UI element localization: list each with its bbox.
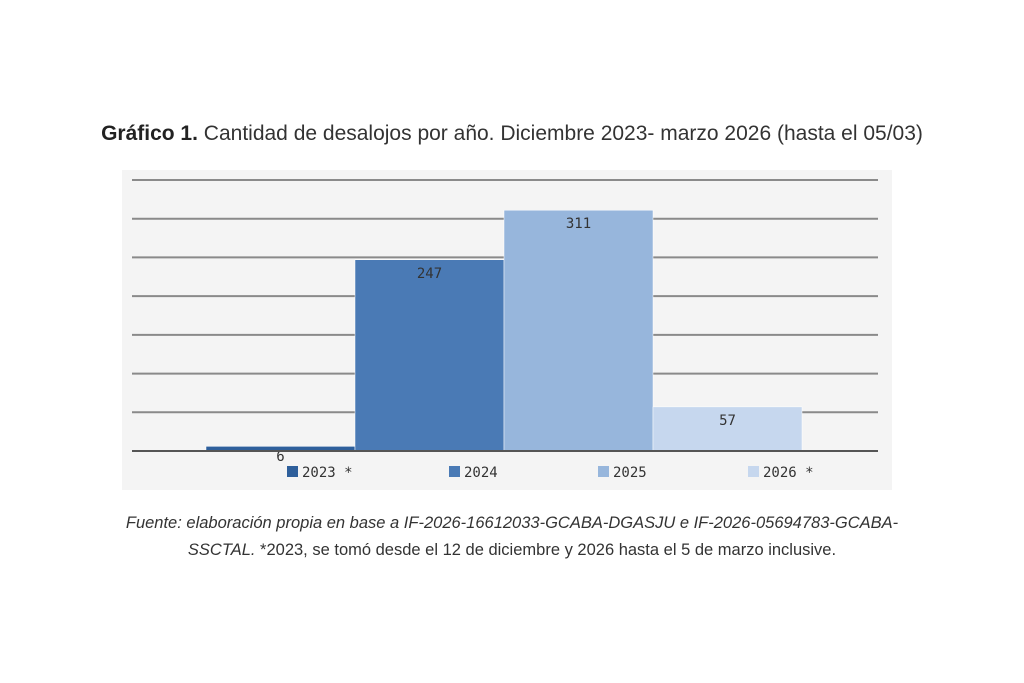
legend-swatch	[287, 466, 298, 477]
source-line-1: Fuente: elaboración propia en base a IF-…	[125, 514, 899, 532]
data-label: 247	[417, 266, 442, 282]
source-line-2-italic: SSCTAL.	[187, 541, 256, 559]
legend-swatch	[449, 466, 460, 477]
source-line-2: SSCTAL. *2023, se tomó desde el 12 de di…	[0, 541, 1024, 560]
bar	[354, 259, 505, 452]
legend-label: 2023 *	[302, 465, 353, 481]
legend-swatch	[748, 466, 759, 477]
chart-title-text: Cantidad de desalojos por año. Diciembre…	[203, 122, 923, 145]
legend-label: 2024	[464, 465, 498, 481]
data-label: 311	[566, 216, 591, 232]
legend-label: 2026 *	[763, 465, 814, 481]
chart-title: Gráfico 1. Cantidad de desalojos por año…	[0, 122, 1024, 146]
legend-label: 2025	[613, 465, 647, 481]
bar	[652, 406, 803, 452]
bar	[503, 209, 654, 452]
legend-swatch	[598, 466, 609, 477]
source-line-2-rest: *2023, se tomó desde el 12 de diciembre …	[255, 541, 837, 559]
data-label: 6	[276, 449, 284, 465]
data-label: 57	[719, 413, 736, 429]
chart-title-label: Gráfico 1.	[101, 122, 198, 145]
